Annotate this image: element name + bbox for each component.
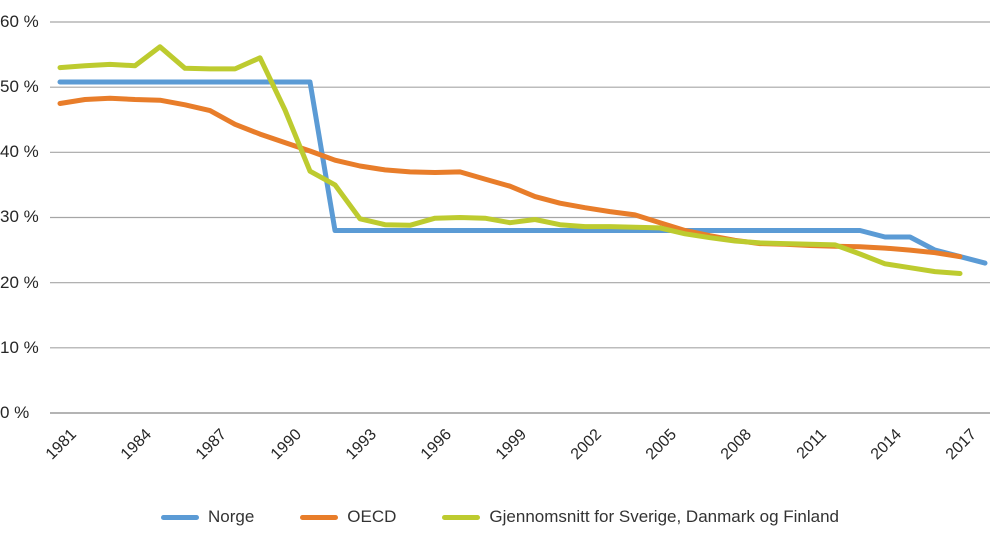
- y-tick-label: 0 %: [0, 403, 30, 422]
- legend-item-norge: Norge: [160, 507, 255, 527]
- y-tick-label: 10 %: [0, 338, 39, 357]
- line-chart-plot-area: [50, 21, 990, 414]
- legend-label-gjennomsnitt: Gjennomsnitt for Sverige, Danmark og Fin…: [489, 507, 840, 526]
- legend-swatch-norge: [160, 514, 199, 520]
- legend-item-gjennomsnitt: Gjennomsnitt for Sverige, Danmark og Fin…: [442, 507, 839, 527]
- legend-label-norge: Norge: [207, 507, 255, 526]
- legend-item-oecd: OECD: [300, 507, 396, 527]
- series-line-norge: [57, 79, 988, 266]
- legend-swatch-oecd: [300, 514, 339, 520]
- legend-swatch-gjennomsnitt: [442, 514, 481, 520]
- series-line-gjennomsnitt: [57, 44, 963, 276]
- chart-legend: Norge OECD Gjennomsnitt for Sverige, Dan…: [0, 504, 1000, 530]
- legend-label-oecd: OECD: [347, 507, 397, 526]
- y-tick-label: 30 %: [0, 207, 39, 226]
- y-tick-label: 40 %: [0, 142, 39, 161]
- y-tick-label: 60 %: [0, 12, 39, 31]
- y-tick-label: 50 %: [0, 77, 39, 96]
- y-tick-label: 20 %: [0, 273, 39, 292]
